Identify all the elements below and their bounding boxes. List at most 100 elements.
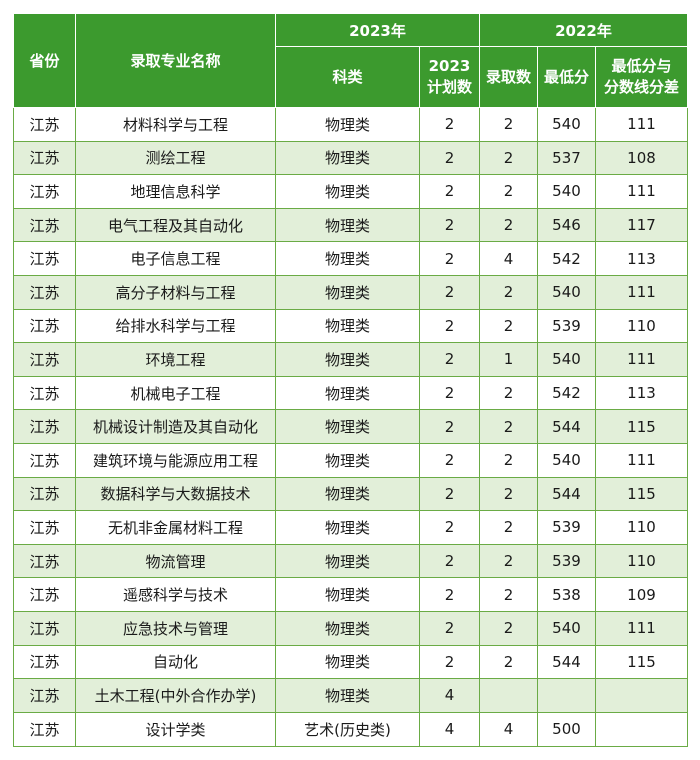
- cell-min: 539: [537, 543, 596, 579]
- cell-province: 江苏: [13, 140, 76, 176]
- cell-province: 江苏: [13, 577, 76, 612]
- cell-plan: 2: [419, 107, 480, 142]
- cell-province: 江苏: [13, 409, 76, 444]
- cell-province: 江苏: [13, 442, 76, 478]
- cell-diff: 110: [595, 308, 688, 344]
- cell-major: 给排水科学与工程: [75, 308, 276, 344]
- cell-major: 测绘工程: [75, 140, 276, 176]
- table-row: 江苏 建筑环境与能源应用工程 物理类 2 2 540 111: [13, 442, 688, 478]
- cell-diff: 115: [595, 476, 688, 512]
- cell-diff: [595, 678, 688, 713]
- cell-plan: 2: [419, 274, 480, 310]
- cell-admitted: 2: [479, 409, 538, 444]
- cell-admitted: 2: [479, 610, 538, 646]
- cell-province: 江苏: [13, 476, 76, 512]
- cell-category: 物理类: [275, 241, 420, 276]
- cell-plan: 2: [419, 308, 480, 344]
- cell-min: 542: [537, 241, 596, 276]
- cell-admitted: 2: [479, 140, 538, 176]
- cell-category: 物理类: [275, 308, 420, 344]
- header-province: 省份: [13, 13, 76, 108]
- cell-min: 544: [537, 476, 596, 512]
- table-row: 江苏 土木工程(中外合作办学) 物理类 4: [13, 678, 688, 713]
- cell-min: 546: [537, 207, 596, 243]
- cell-major: 机械设计制造及其自动化: [75, 409, 276, 444]
- cell-major: 遥感科学与技术: [75, 577, 276, 612]
- cell-category: 物理类: [275, 207, 420, 243]
- cell-major: 数据科学与大数据技术: [75, 476, 276, 512]
- header-diff-line2: 分数线分差: [603, 78, 679, 96]
- table-row: 江苏 应急技术与管理 物理类 2 2 540 111: [13, 610, 688, 646]
- cell-province: 江苏: [13, 107, 76, 142]
- cell-category: 物理类: [275, 274, 420, 310]
- table-row: 江苏 材料科学与工程 物理类 2 2 540 111: [13, 107, 688, 142]
- cell-min: 544: [537, 409, 596, 444]
- cell-diff: 113: [595, 241, 688, 276]
- cell-major: 建筑环境与能源应用工程: [75, 442, 276, 478]
- header-plan-line1: 2023: [428, 57, 471, 75]
- cell-plan: 2: [419, 409, 480, 444]
- table-row: 江苏 遥感科学与技术 物理类 2 2 538 109: [13, 577, 688, 612]
- cell-plan: 2: [419, 442, 480, 478]
- header-year-2022: 2022年: [479, 13, 688, 47]
- cell-major: 电气工程及其自动化: [75, 207, 276, 243]
- cell-category: 物理类: [275, 442, 420, 478]
- cell-min: 500: [537, 711, 596, 747]
- cell-plan: 4: [419, 711, 480, 747]
- cell-admitted: 2: [479, 442, 538, 478]
- cell-category: 物理类: [275, 107, 420, 142]
- cell-diff: 111: [595, 107, 688, 142]
- cell-province: 江苏: [13, 274, 76, 310]
- cell-admitted: 2: [479, 476, 538, 512]
- table-header: 省份 录取专业名称 2023年 2022年 科类 2023 计划数 录取数 最低…: [13, 13, 688, 108]
- cell-major: 高分子材料与工程: [75, 274, 276, 310]
- cell-plan: 2: [419, 375, 480, 411]
- table-row: 江苏 物流管理 物理类 2 2 539 110: [13, 543, 688, 579]
- cell-diff: 108: [595, 140, 688, 176]
- cell-major: 电子信息工程: [75, 241, 276, 276]
- table-body: 江苏 材料科学与工程 物理类 2 2 540 111 江苏 测绘工程 物理类 2 2 537 108 江苏地…: [13, 107, 688, 747]
- cell-min: 540: [537, 107, 596, 142]
- cell-min: 537: [537, 140, 596, 176]
- cell-min: 542: [537, 375, 596, 411]
- header-diff-line1: 最低分与: [611, 57, 672, 75]
- table-row: 江苏 地理信息科学 物理类 2 2 540 111: [13, 174, 688, 209]
- cell-category: 物理类: [275, 409, 420, 444]
- cell-major: 无机非金属材料工程: [75, 510, 276, 545]
- table-row: 江苏 自动化 物理类 2 2 544 115: [13, 644, 688, 680]
- cell-min: 540: [537, 174, 596, 209]
- cell-major: 物流管理: [75, 543, 276, 579]
- cell-admitted: 4: [479, 241, 538, 276]
- cell-category: 物理类: [275, 543, 420, 579]
- cell-admitted: 2: [479, 510, 538, 545]
- cell-admitted: 2: [479, 174, 538, 209]
- cell-plan: 2: [419, 510, 480, 545]
- cell-plan: 2: [419, 241, 480, 276]
- cell-province: 江苏: [13, 241, 76, 276]
- cell-province: 江苏: [13, 207, 76, 243]
- table-row: 江苏 机械设计制造及其自动化 物理类 2 2 544 115: [13, 409, 688, 444]
- admission-table: 省份 录取专业名称 2023年 2022年 科类 2023 计划数 录取数 最低…: [13, 13, 688, 747]
- header-major: 录取专业名称: [75, 13, 276, 108]
- cell-admitted: 2: [479, 107, 538, 142]
- cell-province: 江苏: [13, 308, 76, 344]
- cell-admitted: 1: [479, 342, 538, 377]
- cell-category: 物理类: [275, 342, 420, 377]
- cell-category: 物理类: [275, 644, 420, 680]
- cell-admitted: 4: [479, 711, 538, 747]
- cell-diff: 111: [595, 442, 688, 478]
- cell-province: 江苏: [13, 510, 76, 545]
- cell-diff: 113: [595, 375, 688, 411]
- cell-province: 江苏: [13, 610, 76, 646]
- table-row: 江苏 环境工程 物理类 2 1 540 111: [13, 342, 688, 377]
- header-admitted: 录取数: [479, 46, 538, 108]
- cell-plan: 2: [419, 543, 480, 579]
- cell-min: 540: [537, 342, 596, 377]
- cell-major: 应急技术与管理: [75, 610, 276, 646]
- cell-major: 设计学类: [75, 711, 276, 747]
- cell-category: 艺术(历史类): [275, 711, 420, 747]
- table-row: 江苏 设计学类 艺术(历史类) 4 4 500: [13, 711, 688, 747]
- cell-plan: 2: [419, 342, 480, 377]
- cell-admitted: 2: [479, 644, 538, 680]
- cell-diff: 111: [595, 610, 688, 646]
